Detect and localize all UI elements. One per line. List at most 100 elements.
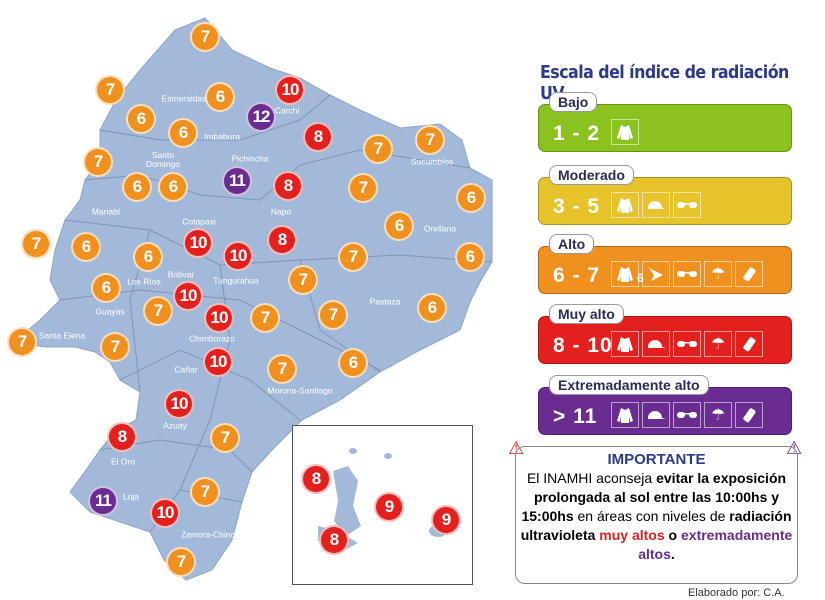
uv-marker: 6 <box>158 172 188 202</box>
uv-category-moderado: Moderado 3 - 5 <box>538 165 792 225</box>
uv-marker: 10 <box>150 498 180 528</box>
shirt-icon <box>611 402 639 428</box>
province-label: Carchi <box>274 105 300 116</box>
notice-heading: IMPORTANTE <box>607 451 706 468</box>
umbrella-icon: ☂ <box>704 261 732 287</box>
uv-marker: 7 <box>250 303 280 333</box>
umbrella-icon: ☂ <box>704 402 732 428</box>
uv-marker: 6 <box>71 232 101 262</box>
uv-marker: 6 <box>417 293 447 323</box>
uv-marker: 10 <box>203 347 233 377</box>
uv-marker: 7 <box>415 125 445 155</box>
uv-marker: 6 <box>338 348 368 378</box>
uv-marker: 7 <box>143 296 173 326</box>
notice-text: El INAMHI aconseja evitar la exposición … <box>520 470 793 562</box>
sunglasses-icon <box>673 402 701 428</box>
category-range: 1 - 2 <box>553 122 601 145</box>
category-range: 6 - 7 <box>553 264 601 287</box>
cap-icon <box>642 192 670 218</box>
sunglasses-icon <box>673 331 701 357</box>
uv-marker: 8 <box>319 525 349 555</box>
uv-marker: 7 <box>210 423 240 453</box>
province-label: Morona-Santiago <box>267 385 333 396</box>
province-label: Los Ríos <box>127 276 161 287</box>
province-label: Santo Domingo <box>145 150 181 169</box>
sunscreen-icon <box>735 261 763 287</box>
uv-marker: 10 <box>173 281 203 311</box>
province-label: Napo <box>270 206 292 217</box>
uv-marker: 6 <box>122 172 152 202</box>
uv-marker: 12 <box>246 102 276 132</box>
uv-marker: 10 <box>275 75 305 105</box>
uv-marker: 7 <box>190 477 220 507</box>
province-label: Azuay <box>163 420 187 431</box>
cap-icon <box>642 402 670 428</box>
province-label: Imbabura <box>204 131 240 142</box>
uv-marker: 6 <box>133 242 163 272</box>
uv-marker: 10 <box>223 241 253 271</box>
province-label: Pastaza <box>369 296 401 307</box>
province-label: Esmeraldas <box>161 93 207 104</box>
uv-marker: 8 <box>107 422 137 452</box>
sunglasses-icon <box>673 261 701 287</box>
uv-marker: 7 <box>95 75 125 105</box>
uv-marker: 6 <box>168 118 198 148</box>
sunscreen-icon <box>735 402 763 428</box>
important-notice: IMPORTANTE El INAMHI aconseja evitar la … <box>515 446 798 584</box>
category-range: 8 - 10 <box>553 334 613 357</box>
province-label: Zamora-Chinchipe <box>181 529 251 540</box>
category-range: > 11 <box>553 405 598 428</box>
province-label: Cañar <box>174 364 198 375</box>
shirt-icon <box>611 119 639 145</box>
uv-category-muy-alto: Muy alto 8 - 10 ☂ <box>538 304 792 364</box>
province-label: Santa Elena <box>38 330 86 341</box>
uv-marker: 7 <box>363 134 393 164</box>
uv-marker: 6 <box>126 104 156 134</box>
province-label: Tungurahua <box>213 275 259 286</box>
uv-marker: 7 <box>21 229 51 259</box>
province-label: Pichincha <box>231 153 269 164</box>
shirt-icon <box>611 331 639 357</box>
category-label: Alto <box>549 234 595 254</box>
category-label: Extremadamente alto <box>549 375 709 395</box>
uv-marker: 8 <box>301 464 331 494</box>
uv-category-alto: Alto 6 - 7 6 ☂ <box>538 234 792 294</box>
sunglasses-icon <box>673 192 701 218</box>
uv-marker: 7 <box>318 300 348 330</box>
uv-marker: 7 <box>348 173 378 203</box>
uv-marker: 11 <box>222 166 252 196</box>
uv-marker: 6 <box>91 273 121 303</box>
footer-credit: Elaborado por: C.A. <box>688 587 785 599</box>
cap-icon <box>642 331 670 357</box>
category-range: 3 - 5 <box>553 195 601 218</box>
uv-marker: 6 <box>456 183 486 213</box>
uv-marker: 8 <box>303 122 333 152</box>
category-extra: 6 <box>637 271 644 285</box>
uv-category-extremadamente-alto: Extremadamente alto > 11 ☂ <box>538 375 792 435</box>
uv-marker: 8 <box>273 171 303 201</box>
hat-icon: 6 <box>637 261 670 287</box>
shirt-icon <box>611 261 639 287</box>
uv-marker: 7 <box>7 327 37 357</box>
category-label: Bajo <box>549 92 598 112</box>
uv-marker: 7 <box>166 547 196 577</box>
uv-marker: 9 <box>431 505 461 535</box>
uv-marker: 7 <box>338 242 368 272</box>
uv-marker: 7 <box>100 332 130 362</box>
sunscreen-icon <box>735 331 763 357</box>
category-label: Moderado <box>549 165 634 185</box>
uv-marker: 10 <box>164 389 194 419</box>
uv-marker: 8 <box>267 225 297 255</box>
umbrella-icon: ☂ <box>704 331 732 357</box>
province-label: Cotopaxi <box>182 216 216 227</box>
shirt-icon <box>611 192 639 218</box>
uv-marker: 7 <box>190 22 220 52</box>
uv-marker: 11 <box>88 486 118 516</box>
province-label: Loja <box>122 491 140 502</box>
uv-marker: 7 <box>83 147 113 177</box>
province-label: Chimborazo <box>189 333 235 344</box>
province-label: El Oro <box>110 456 136 467</box>
province-label: Manabí <box>91 206 121 217</box>
category-label: Muy alto <box>549 304 624 324</box>
province-label: Sucumbíos <box>410 156 454 167</box>
